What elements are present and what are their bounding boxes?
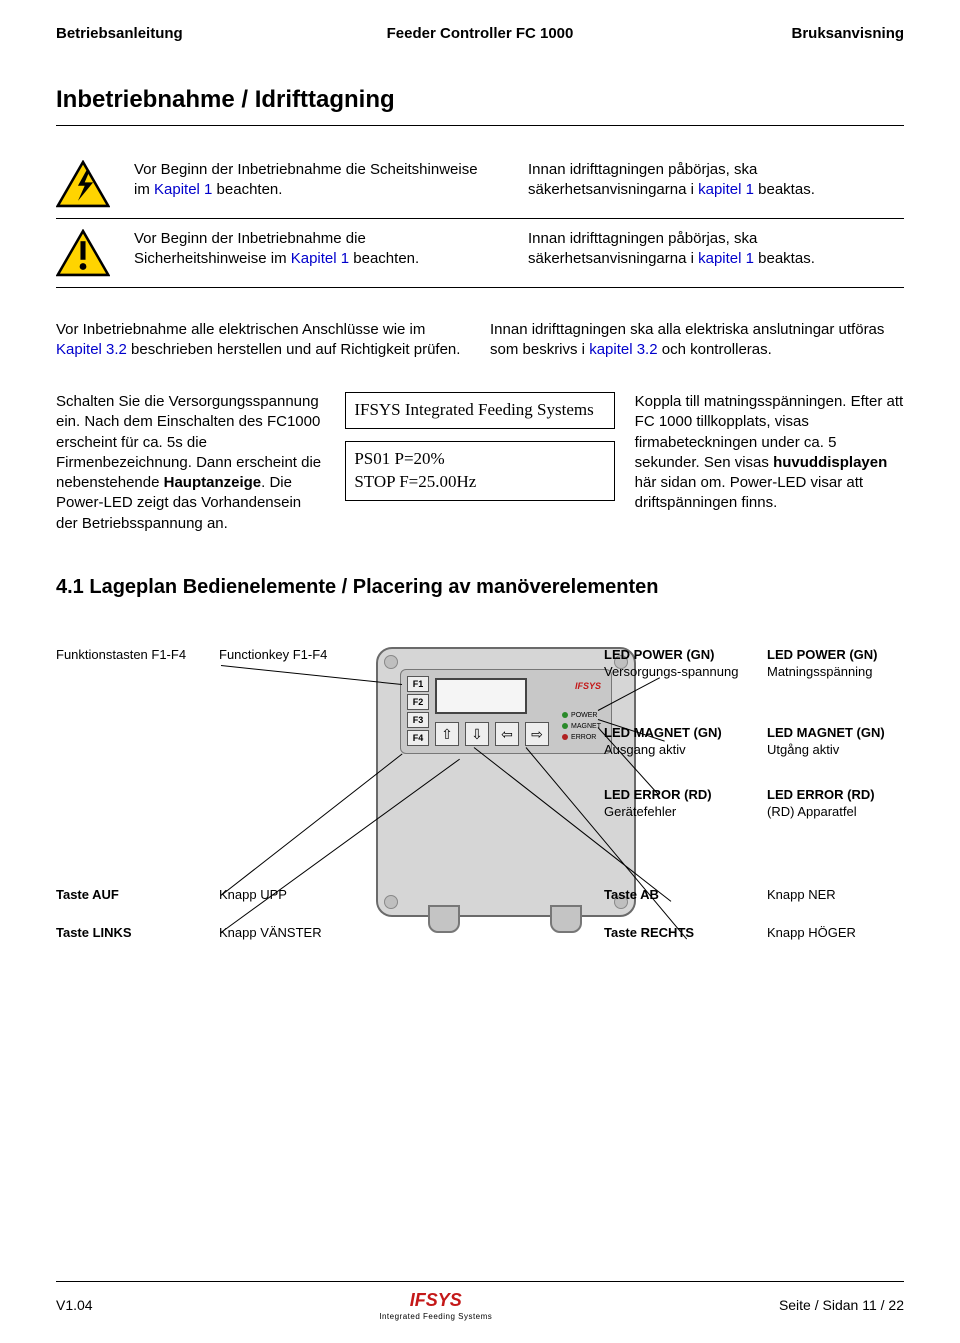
header-right: Bruksanvisning	[621, 24, 904, 44]
arrow-down-button[interactable]: ⇩	[465, 722, 489, 746]
section-title: Inbetriebnahme / Idrifttagning	[56, 84, 904, 116]
warning-icon	[56, 229, 110, 277]
separator	[56, 218, 904, 219]
chapter-link[interactable]: kapitel 3.2	[589, 341, 657, 358]
power-on-sv: Koppla till matningsspänningen. Efter at…	[635, 392, 904, 514]
separator	[56, 287, 904, 288]
para-de: Vor Inbetriebnahme alle elektrischen Ans…	[56, 320, 470, 361]
para-sv: Innan idrifttagningen ska alla elektrisk…	[490, 320, 904, 361]
control-panel: F1 F2 F3 F4 IFSYS ⇧ ⇩ ⇦ ⇨ POWER MAGNET E…	[400, 669, 612, 754]
footer-logo: IFSYS Integrated Feeding Systems	[379, 1288, 492, 1323]
chapter-link[interactable]: Kapitel 1	[291, 250, 349, 267]
warning-row-voltage: Vor Beginn der Inbetriebnahme die Scheit…	[56, 154, 904, 214]
power-on-display-row: Schalten Sie die Versorgungsspannung ein…	[56, 392, 904, 534]
page-footer: V1.04 IFSYS Integrated Feeding Systems S…	[56, 1281, 904, 1323]
f2-button[interactable]: F2	[407, 694, 429, 710]
f4-button[interactable]: F4	[407, 730, 429, 746]
arrow-right-button[interactable]: ⇨	[525, 722, 549, 746]
device-diagram: F1 F2 F3 F4 IFSYS ⇧ ⇩ ⇦ ⇨ POWER MAGNET E…	[56, 647, 904, 967]
label-key-left: Taste LINKS Knapp VÄNSTER	[56, 925, 356, 942]
warning-de: Vor Beginn der Inbetriebnahme die Scheit…	[134, 160, 510, 201]
label-led-error: LED ERROR (RD)Gerätefehler LED ERROR (RD…	[604, 787, 904, 833]
header-left: Betriebsanleitung	[56, 24, 339, 44]
chapter-link[interactable]: kapitel 1	[698, 250, 754, 267]
function-keys: F1 F2 F3 F4	[407, 676, 429, 746]
label-text: Taste AUF	[56, 887, 119, 902]
warning-de: Vor Beginn der Inbetriebnahme die Sicher…	[134, 229, 510, 270]
f3-button[interactable]: F3	[407, 712, 429, 728]
warning-row-exclaim: Vor Beginn der Inbetriebnahme die Sicher…	[56, 223, 904, 283]
title-rule	[56, 125, 904, 126]
warning-sv: Innan idrifttagningen påbörjas, ska säke…	[528, 160, 904, 201]
arrow-left-button[interactable]: ⇦	[495, 722, 519, 746]
led-magnet-icon	[562, 723, 568, 729]
sub-section-title: 4.1 Lageplan Bedienelemente / Placering …	[56, 574, 904, 601]
high-voltage-icon	[56, 160, 110, 208]
arrow-up-button[interactable]: ⇧	[435, 722, 459, 746]
label-function-keys: Funktionstasten F1-F4 Functionkey F1-F4	[56, 647, 356, 664]
device-logo: IFSYS	[575, 680, 601, 692]
screw-icon	[384, 895, 398, 909]
chapter-link[interactable]: Kapitel 3.2	[56, 341, 127, 358]
device-body: F1 F2 F3 F4 IFSYS ⇧ ⇩ ⇦ ⇨ POWER MAGNET E…	[376, 647, 636, 917]
header-center: Feeder Controller FC 1000	[339, 24, 622, 44]
led-indicators: POWER MAGNET ERROR	[562, 710, 601, 744]
label-key-right: Taste RECHTS Knapp HÖGER	[604, 925, 904, 954]
lcd-main: PS01 P=20% STOP F=25.00Hz	[345, 441, 614, 501]
label-led-magnet: LED MAGNET (GN)Ausgang aktiv LED MAGNET …	[604, 725, 904, 771]
label-led-power: LED POWER (GN)Versorgungs-spannung LED P…	[604, 647, 904, 693]
page-header: Betriebsanleitung Feeder Controller FC 1…	[56, 24, 904, 44]
warning-sv: Innan idrifttagningen påbörjas, ska säke…	[528, 229, 904, 270]
label-key-up: Taste AUF Knapp UPP	[56, 887, 356, 904]
label-key-down: Taste AB Knapp NER	[604, 887, 904, 916]
f1-button[interactable]: F1	[407, 676, 429, 692]
connection-check-paragraph: Vor Inbetriebnahme alle elektrischen Ans…	[56, 320, 904, 361]
chapter-link[interactable]: Kapitel 1	[154, 181, 212, 198]
screw-icon	[384, 655, 398, 669]
connector-icon	[550, 905, 582, 933]
label-text: Taste LINKS	[56, 925, 132, 940]
connector-icon	[428, 905, 460, 933]
lcd-screen	[435, 678, 527, 714]
power-on-de: Schalten Sie die Versorgungsspannung ein…	[56, 392, 325, 534]
chapter-link[interactable]: kapitel 1	[698, 181, 754, 198]
led-power-icon	[562, 712, 568, 718]
lcd-displays: IFSYS Integrated Feeding Systems PS01 P=…	[345, 392, 614, 513]
footer-page-number: Seite / Sidan 11 / 22	[779, 1296, 904, 1315]
led-error-icon	[562, 734, 568, 740]
footer-version: V1.04	[56, 1296, 93, 1315]
lcd-firm-name: IFSYS Integrated Feeding Systems	[345, 392, 614, 429]
